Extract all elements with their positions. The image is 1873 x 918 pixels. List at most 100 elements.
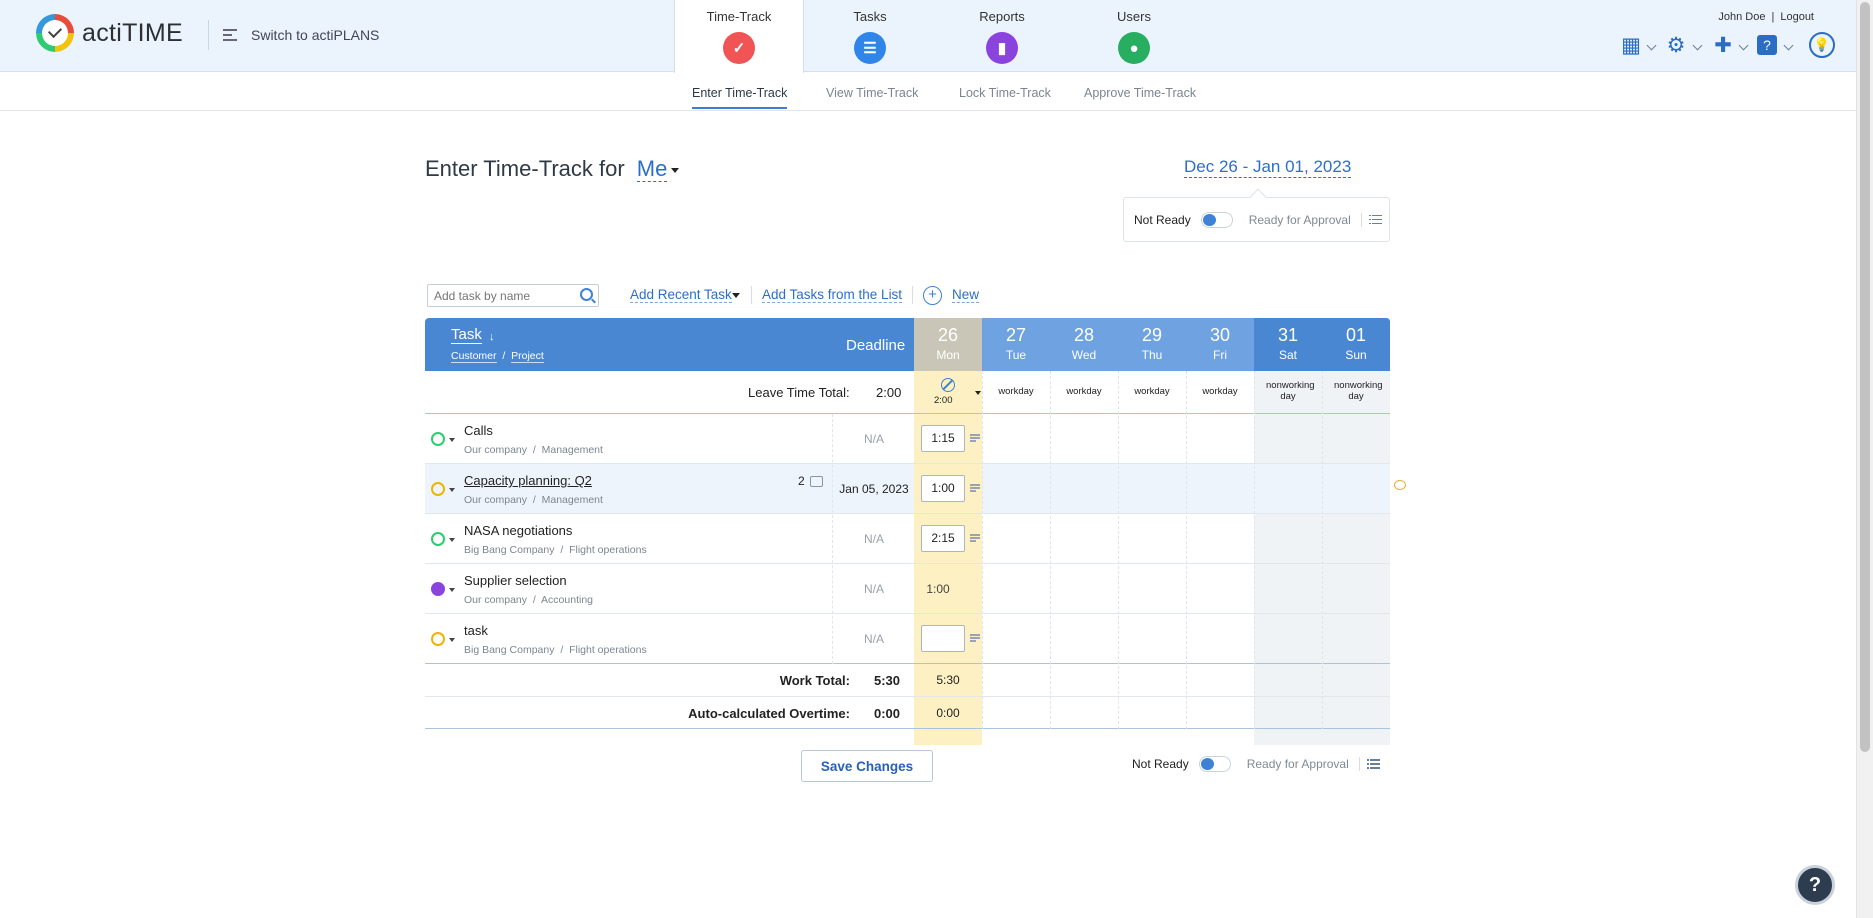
caret-down-icon[interactable]: [449, 588, 455, 592]
caret-down-icon[interactable]: [732, 293, 740, 298]
table-row[interactable]: Supplier selection Our company / Account…: [425, 564, 1390, 614]
approval-status-panel: Not Ready Ready for Approval: [1123, 197, 1390, 242]
calendar-icon[interactable]: ▦: [1621, 33, 1641, 57]
puzzle-icon[interactable]: ✚: [1714, 33, 1732, 57]
task-name[interactable]: Supplier selection: [464, 573, 567, 588]
tab-label: Reports: [979, 9, 1025, 24]
search-icon[interactable]: [580, 288, 593, 301]
task-deadline: N/A: [863, 582, 884, 596]
column-divider: [1186, 371, 1187, 729]
user-menu: John Doe | Logout: [1718, 11, 1814, 23]
scrollbar-thumb[interactable]: [1860, 2, 1870, 752]
column-divider: [1322, 371, 1323, 729]
day-header-fri: 30 Fri: [1186, 318, 1254, 371]
task-column-header[interactable]: Task: [451, 326, 482, 344]
status-clock-icon[interactable]: [431, 632, 445, 646]
day-name: Thu: [1141, 348, 1163, 362]
day-header-thu: 29 Thu: [1118, 318, 1186, 371]
leave-time-total: 2:00: [876, 385, 902, 400]
save-changes-button[interactable]: Save Changes: [801, 750, 933, 782]
caret-down-icon[interactable]: [449, 538, 455, 542]
task-name[interactable]: Calls: [464, 423, 493, 438]
vertical-scrollbar[interactable]: [1856, 0, 1873, 918]
ready-toggle[interactable]: [1200, 211, 1233, 228]
table-row[interactable]: Capacity planning: Q2 Our company / Mana…: [425, 464, 1406, 514]
add-task-input[interactable]: [427, 284, 599, 307]
ready-toggle[interactable]: [1198, 756, 1231, 772]
time-input-mon[interactable]: 1:15: [921, 425, 965, 452]
chevron-down-icon[interactable]: [1738, 40, 1749, 51]
tab-reports[interactable]: Reports ▮: [937, 0, 1067, 72]
status-clock-icon[interactable]: [431, 482, 445, 496]
work-total-label: Work Total:: [779, 673, 850, 688]
add-tasks-from-list-link[interactable]: Add Tasks from the List: [762, 287, 903, 303]
new-task-link[interactable]: New: [952, 287, 980, 303]
day-number: 01: [1345, 325, 1367, 345]
comment-lines-icon[interactable]: [970, 534, 980, 543]
chevron-down-icon[interactable]: [1692, 40, 1703, 51]
comment-lines-icon[interactable]: [970, 484, 980, 493]
help-icon[interactable]: ?: [1757, 35, 1777, 55]
time-input-mon[interactable]: [921, 625, 965, 652]
table-row[interactable]: Calls Our company / Management N/A 1:15: [425, 414, 1390, 464]
comment-lines-icon[interactable]: [970, 634, 980, 643]
comment-count[interactable]: 2: [798, 474, 805, 488]
day-number: 29: [1141, 325, 1163, 345]
comment-icon[interactable]: [810, 476, 823, 487]
chevron-down-icon[interactable]: [1783, 40, 1794, 51]
column-divider: [1050, 371, 1051, 729]
user-selector[interactable]: Me: [636, 156, 668, 182]
task-customer-project: Our company / Management: [464, 444, 603, 456]
customer-sort-link[interactable]: Customer: [451, 350, 497, 363]
comment-lines-icon[interactable]: [970, 434, 980, 443]
list-icon: ☰: [854, 32, 886, 64]
task-name[interactable]: NASA negotiations: [464, 523, 573, 538]
logout-link[interactable]: Logout: [1780, 11, 1814, 23]
time-input-mon[interactable]: 1:00: [921, 475, 965, 502]
subtab-view-time-track[interactable]: View Time-Track: [826, 86, 919, 100]
app-logo[interactable]: actiTIME: [36, 14, 183, 52]
status-completed-icon[interactable]: [431, 582, 445, 596]
task-name[interactable]: task: [464, 623, 488, 638]
plus-icon[interactable]: +: [923, 286, 942, 305]
project-sort-link[interactable]: Project: [511, 350, 544, 363]
leave-icon[interactable]: [941, 378, 955, 392]
lightbulb-icon[interactable]: 💡: [1809, 32, 1835, 58]
status-clock-icon[interactable]: [431, 432, 445, 446]
date-range-picker[interactable]: Dec 26 - Jan 01, 2023: [1184, 157, 1352, 178]
subtab-enter-time-track[interactable]: Enter Time-Track: [692, 86, 788, 109]
task-name[interactable]: Capacity planning: Q2: [464, 473, 592, 488]
sort-arrow-icon[interactable]: ↓: [489, 331, 495, 343]
subtab-approve-time-track[interactable]: Approve Time-Track: [1084, 86, 1197, 100]
status-clock-icon[interactable]: [431, 532, 445, 546]
day-header-sun: 01 Sun: [1322, 318, 1390, 371]
list-icon[interactable]: [1358, 757, 1381, 771]
tab-users[interactable]: Users ●: [1069, 0, 1199, 72]
switch-to-actiplans-link[interactable]: Switch to actiPLANS: [208, 20, 379, 50]
day-number: 30: [1209, 325, 1231, 345]
day-number: 31: [1277, 325, 1299, 345]
caret-down-icon[interactable]: [449, 638, 455, 642]
table-row[interactable]: NASA negotiations Big Bang Company / Fli…: [425, 514, 1390, 564]
task-deadline: N/A: [863, 532, 884, 546]
chevron-down-icon[interactable]: [1646, 40, 1657, 51]
user-name[interactable]: John Doe: [1718, 11, 1766, 23]
gear-icon[interactable]: ⚙: [1666, 33, 1686, 57]
caret-down-icon[interactable]: [449, 438, 455, 442]
hidden-eye-icon[interactable]: [1394, 480, 1406, 490]
subtab-lock-time-track[interactable]: Lock Time-Track: [959, 86, 1051, 100]
list-icon[interactable]: [1360, 212, 1383, 227]
ready-for-approval-label: Ready for Approval: [1248, 212, 1351, 227]
day-header-mon: 26 Mon: [914, 318, 982, 371]
time-input-mon[interactable]: 2:15: [921, 525, 965, 552]
divider: [751, 286, 752, 304]
caret-down-icon[interactable]: [975, 391, 981, 395]
tab-time-track[interactable]: Time-Track ✓: [674, 0, 804, 73]
overtime-value: 0:00: [874, 706, 901, 721]
help-chat-button[interactable]: ?: [1795, 865, 1835, 905]
add-recent-task-link[interactable]: Add Recent Task: [630, 287, 732, 303]
table-row[interactable]: task Big Bang Company / Flight operation…: [425, 614, 1390, 664]
caret-down-icon[interactable]: [671, 167, 680, 173]
tab-tasks[interactable]: Tasks ☰: [805, 0, 935, 72]
caret-down-icon[interactable]: [449, 488, 455, 492]
